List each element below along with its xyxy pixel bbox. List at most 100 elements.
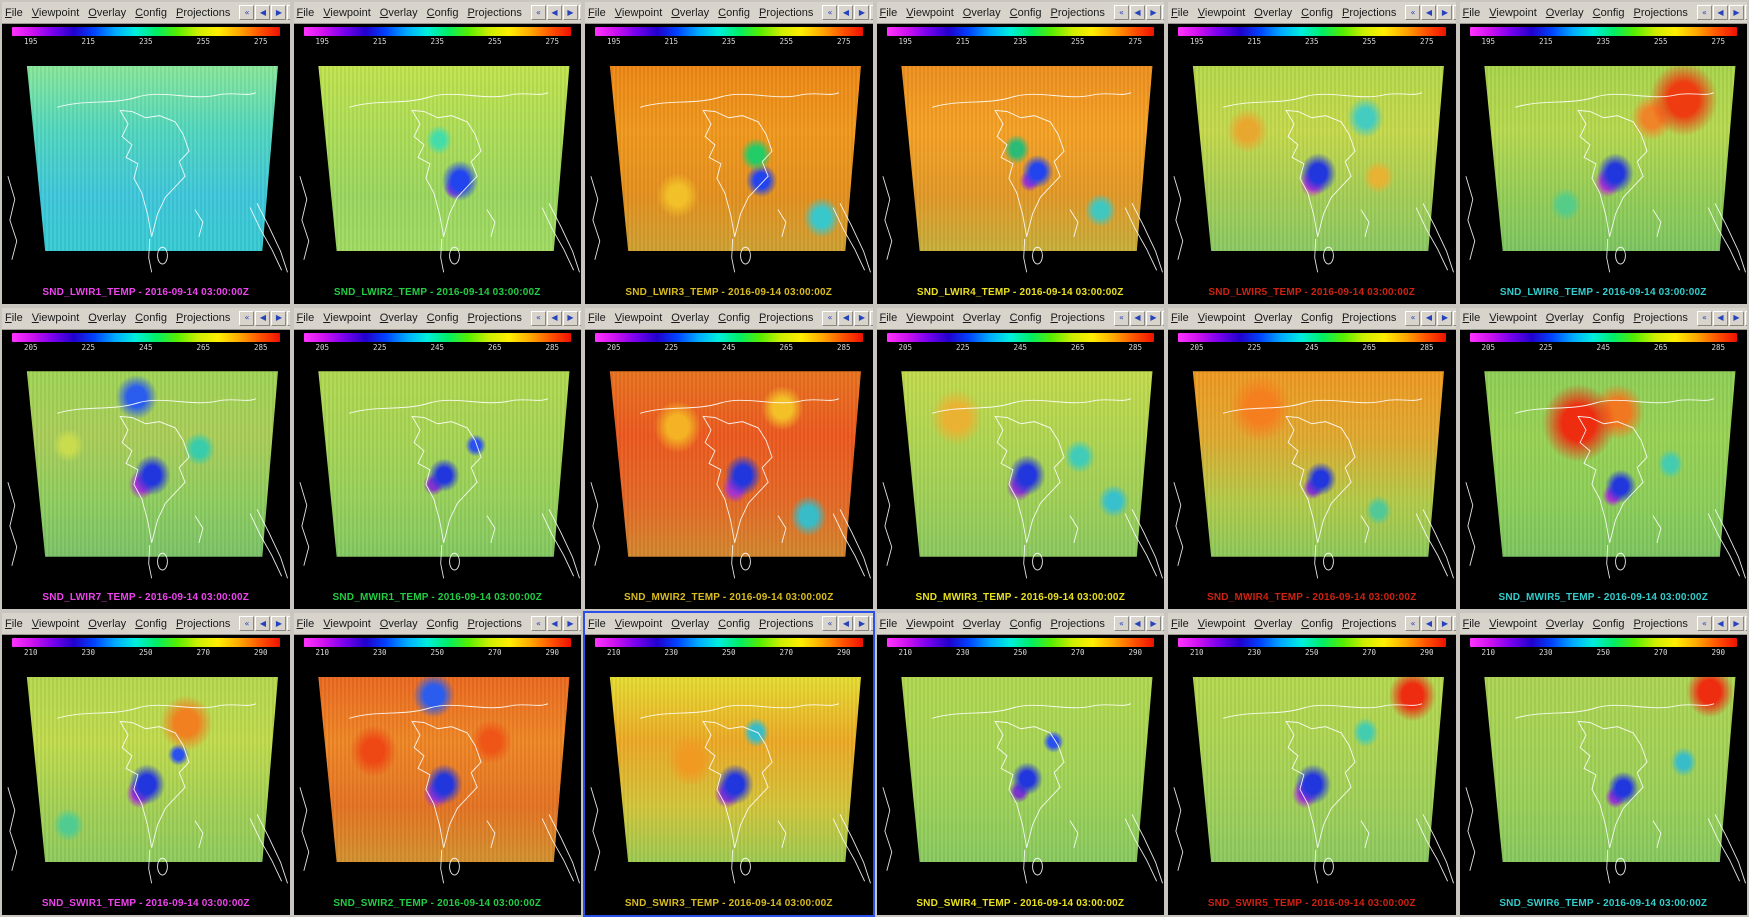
menu-config[interactable]: Config <box>1009 617 1042 630</box>
menu-projections[interactable]: Projections <box>467 312 522 325</box>
go-to-first-frame-button[interactable]: « <box>1113 5 1129 20</box>
menu-viewpoint[interactable]: Viewpoint <box>906 6 954 19</box>
menu-config[interactable]: Config <box>426 6 459 19</box>
menu-overlay[interactable]: Overlay <box>1545 312 1584 325</box>
menu-viewpoint[interactable]: Viewpoint <box>31 312 80 325</box>
menu-projections[interactable]: Projections <box>175 617 231 630</box>
menu-config[interactable]: Config <box>718 617 750 630</box>
menu-projections[interactable]: Projections <box>1633 312 1688 325</box>
step-back-button[interactable]: ◀ <box>838 310 854 326</box>
menu-file[interactable]: File <box>5 617 23 630</box>
menu-file[interactable]: File <box>588 6 606 19</box>
menu-overlay[interactable]: Overlay <box>88 6 127 19</box>
menu-viewpoint[interactable]: Viewpoint <box>614 312 663 325</box>
go-to-first-frame-button[interactable]: « <box>1405 5 1421 20</box>
menu-file[interactable]: File <box>879 312 898 325</box>
play-button[interactable]: ▶ <box>1437 5 1453 20</box>
menu-file[interactable]: File <box>1171 617 1189 630</box>
menu-config[interactable]: Config <box>1301 617 1333 630</box>
imagery-window-SND_LWIR6_TEMP[interactable]: File Viewpoint Overlay Config Projections «◀ ▶… <box>1457 0 1749 306</box>
play-button[interactable]: ▶ <box>1145 5 1161 20</box>
menu-viewpoint[interactable]: Viewpoint <box>1197 6 1246 19</box>
map-canvas[interactable]: SND_LWIR5_TEMP - 2016-09-14 03:00:00Z <box>1168 53 1456 304</box>
step-back-button[interactable]: ◀ <box>1129 5 1145 20</box>
play-button[interactable]: ▶ <box>854 5 870 20</box>
menu-projections[interactable]: Projections <box>758 6 814 19</box>
menu-config[interactable]: Config <box>718 6 750 19</box>
go-to-first-frame-button[interactable]: « <box>1696 5 1712 20</box>
menu-file[interactable]: File <box>5 6 23 19</box>
step-back-button[interactable]: ◀ <box>838 5 854 20</box>
menu-viewpoint[interactable]: Viewpoint <box>323 6 371 19</box>
menu-projections[interactable]: Projections <box>1633 617 1688 630</box>
go-to-first-frame-button[interactable]: « <box>530 5 546 20</box>
menu-projections[interactable]: Projections <box>467 6 522 19</box>
menu-viewpoint[interactable]: Viewpoint <box>31 617 80 630</box>
menu-viewpoint[interactable]: Viewpoint <box>323 312 371 325</box>
step-forward-button[interactable]: ▶ <box>1744 616 1748 632</box>
menu-overlay[interactable]: Overlay <box>1254 6 1293 19</box>
step-forward-button[interactable]: ▶ <box>1744 310 1748 326</box>
go-to-first-frame-button[interactable]: « <box>1696 616 1712 632</box>
menu-file[interactable]: File <box>1462 617 1481 630</box>
step-back-button[interactable]: ◀ <box>546 310 562 326</box>
menu-config[interactable]: Config <box>718 312 750 325</box>
step-back-button[interactable]: ◀ <box>255 310 271 326</box>
map-canvas[interactable]: SND_SWIR6_TEMP - 2016-09-14 03:00:00Z <box>1459 664 1747 915</box>
menu-overlay[interactable]: Overlay <box>962 6 1001 19</box>
menu-overlay[interactable]: Overlay <box>962 617 1001 630</box>
map-canvas[interactable]: SND_SWIR3_TEMP - 2016-09-14 03:00:00Z <box>585 664 873 915</box>
go-to-first-frame-button[interactable]: « <box>1405 310 1421 326</box>
menu-overlay[interactable]: Overlay <box>379 6 418 19</box>
menu-file[interactable]: File <box>1171 6 1189 19</box>
step-forward-button[interactable]: ▶ <box>578 310 582 326</box>
menu-file[interactable]: File <box>296 312 315 325</box>
play-button[interactable]: ▶ <box>271 310 287 326</box>
go-to-first-frame-button[interactable]: « <box>822 616 838 632</box>
map-canvas[interactable]: SND_SWIR1_TEMP - 2016-09-14 03:00:00Z <box>2 664 290 915</box>
menu-viewpoint[interactable]: Viewpoint <box>1489 312 1537 325</box>
imagery-window-SND_MWIR5_TEMP[interactable]: File Viewpoint Overlay Config Projections «◀ ▶… <box>1457 305 1749 612</box>
menu-file[interactable]: File <box>879 617 898 630</box>
menu-config[interactable]: Config <box>1592 617 1625 630</box>
menu-overlay[interactable]: Overlay <box>1254 617 1293 630</box>
go-to-first-frame-button[interactable]: « <box>530 310 546 326</box>
step-forward-button[interactable]: ▶ <box>1161 616 1165 632</box>
go-to-first-frame-button[interactable]: « <box>239 310 255 326</box>
map-canvas[interactable]: SND_LWIR2_TEMP - 2016-09-14 03:00:00Z <box>293 53 581 304</box>
menu-viewpoint[interactable]: Viewpoint <box>906 312 954 325</box>
menu-overlay[interactable]: Overlay <box>671 6 710 19</box>
menu-overlay[interactable]: Overlay <box>1545 617 1584 630</box>
menu-projections[interactable]: Projections <box>758 312 814 325</box>
menu-viewpoint[interactable]: Viewpoint <box>323 617 371 630</box>
menu-projections[interactable]: Projections <box>175 312 231 325</box>
menu-file[interactable]: File <box>879 6 898 19</box>
menu-file[interactable]: File <box>296 617 315 630</box>
play-button[interactable]: ▶ <box>1145 616 1161 632</box>
map-canvas[interactable]: SND_MWIR1_TEMP - 2016-09-14 03:00:00Z <box>293 358 581 610</box>
imagery-window-SND_MWIR4_TEMP[interactable]: File Viewpoint Overlay Config Projections «◀ ▶… <box>1166 305 1458 612</box>
play-button[interactable]: ▶ <box>1728 310 1744 326</box>
menu-config[interactable]: Config <box>1301 6 1333 19</box>
play-button[interactable]: ▶ <box>1437 616 1453 632</box>
play-button[interactable]: ▶ <box>562 5 578 20</box>
menu-overlay[interactable]: Overlay <box>88 312 127 325</box>
menu-config[interactable]: Config <box>426 312 459 325</box>
menu-config[interactable]: Config <box>426 617 459 630</box>
go-to-first-frame-button[interactable]: « <box>239 616 255 632</box>
menu-config[interactable]: Config <box>135 312 167 325</box>
imagery-window-SND_SWIR2_TEMP[interactable]: File Viewpoint Overlay Config Projections «◀ ▶… <box>291 611 583 917</box>
play-button[interactable]: ▶ <box>562 616 578 632</box>
step-forward-button[interactable]: ▶ <box>1453 616 1456 632</box>
menu-viewpoint[interactable]: Viewpoint <box>614 6 663 19</box>
step-back-button[interactable]: ◀ <box>1421 310 1437 326</box>
map-canvas[interactable]: SND_SWIR2_TEMP - 2016-09-14 03:00:00Z <box>293 664 581 915</box>
menu-file[interactable]: File <box>588 312 606 325</box>
menu-overlay[interactable]: Overlay <box>671 312 710 325</box>
step-back-button[interactable]: ◀ <box>1421 616 1437 632</box>
step-forward-button[interactable]: ▶ <box>1161 5 1165 20</box>
step-forward-button[interactable]: ▶ <box>870 5 873 20</box>
map-canvas[interactable]: SND_LWIR6_TEMP - 2016-09-14 03:00:00Z <box>1459 53 1747 304</box>
map-canvas[interactable]: SND_LWIR4_TEMP - 2016-09-14 03:00:00Z <box>876 53 1164 304</box>
step-forward-button[interactable]: ▶ <box>578 616 582 632</box>
